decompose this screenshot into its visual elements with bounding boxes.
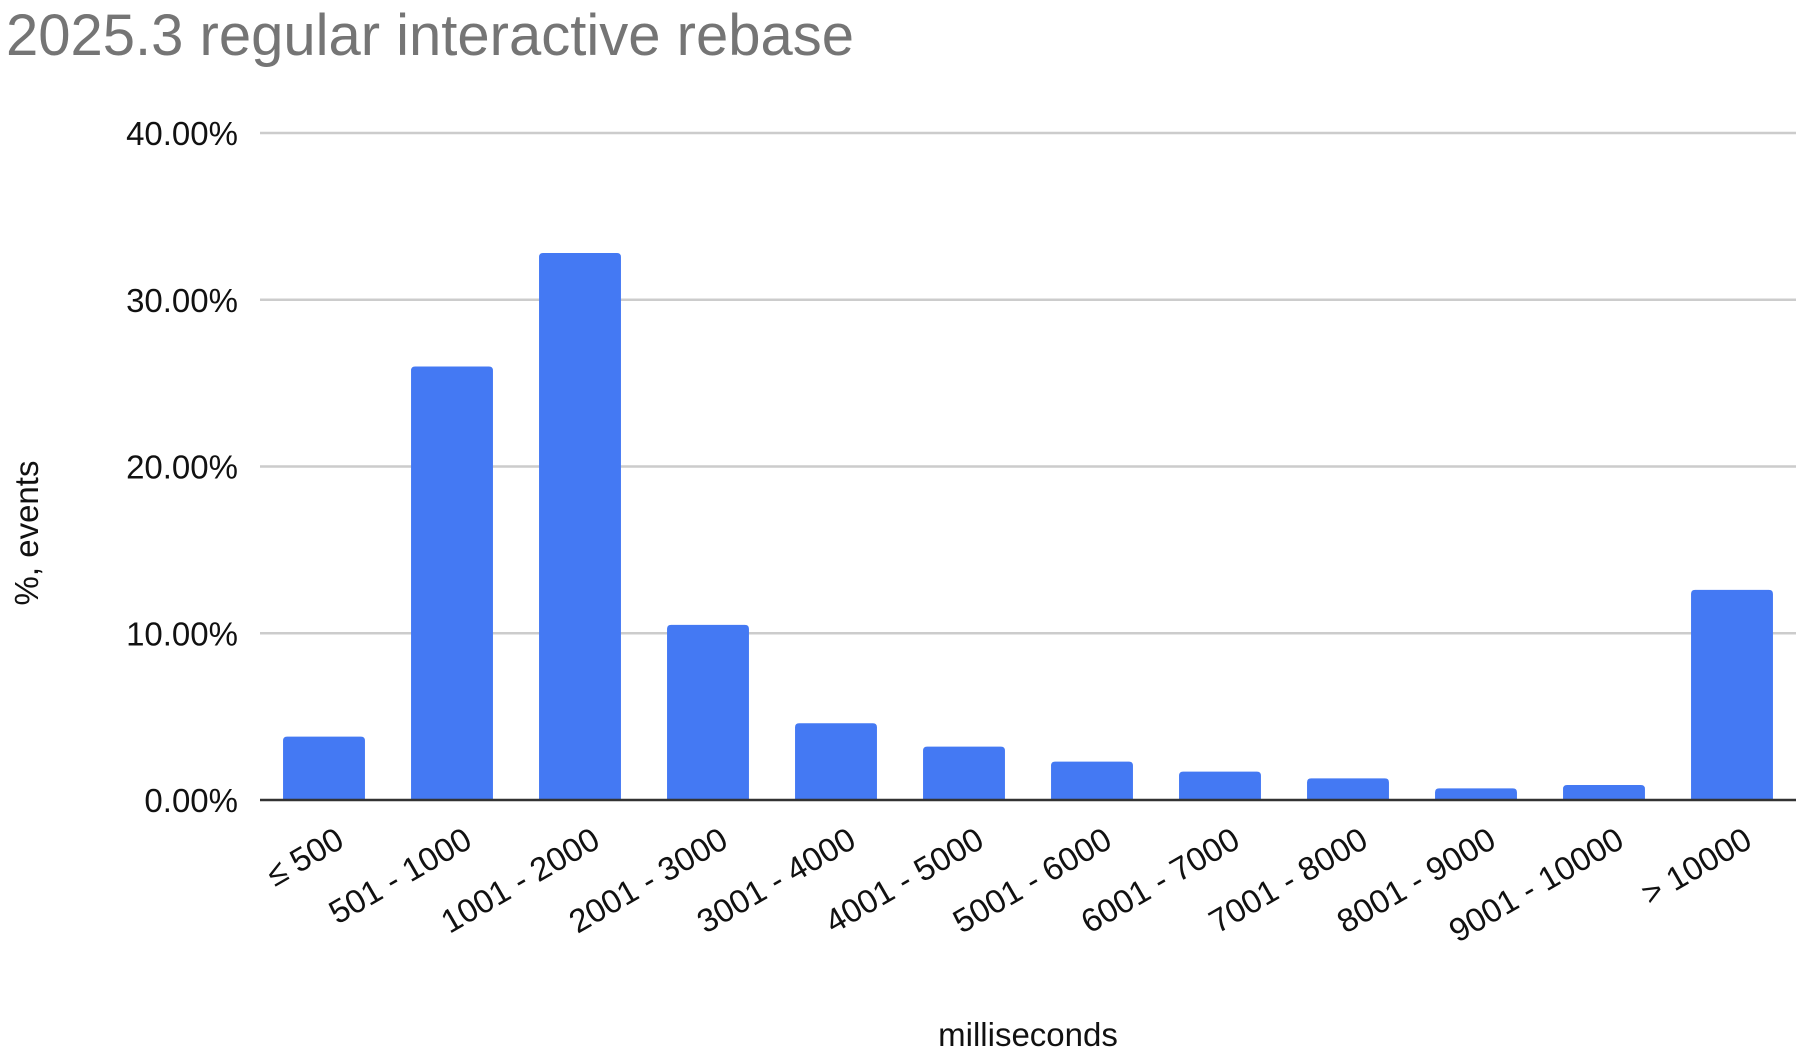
y-axis-title: %, events [8, 461, 45, 606]
chart-title: 2025.3 regular interactive rebase [6, 3, 854, 68]
bar [1691, 589, 1773, 800]
bar [411, 366, 493, 800]
x-axis-title: milliseconds [938, 1016, 1118, 1053]
bar [1307, 778, 1389, 800]
bar [1051, 761, 1133, 800]
y-tick-label: 20.00% [126, 449, 238, 486]
bar [923, 746, 1005, 800]
bar [283, 736, 365, 800]
bars [283, 253, 1773, 800]
bar [1435, 788, 1517, 800]
y-tick-label: 10.00% [126, 615, 238, 652]
y-tick-label: 0.00% [144, 782, 238, 819]
y-axis-ticks: 0.00% 10.00% 20.00% 30.00% 40.00% [126, 115, 238, 819]
bar [1563, 784, 1645, 800]
x-tick-label: ≤ 500 [260, 820, 350, 893]
bar [539, 253, 621, 800]
y-tick-label: 40.00% [126, 115, 238, 152]
x-tick-label: > 10000 [1635, 820, 1758, 912]
bar [667, 624, 749, 800]
bar [1179, 771, 1261, 800]
bar [795, 723, 877, 800]
gridlines [260, 131, 1796, 635]
y-tick-label: 30.00% [126, 282, 238, 319]
